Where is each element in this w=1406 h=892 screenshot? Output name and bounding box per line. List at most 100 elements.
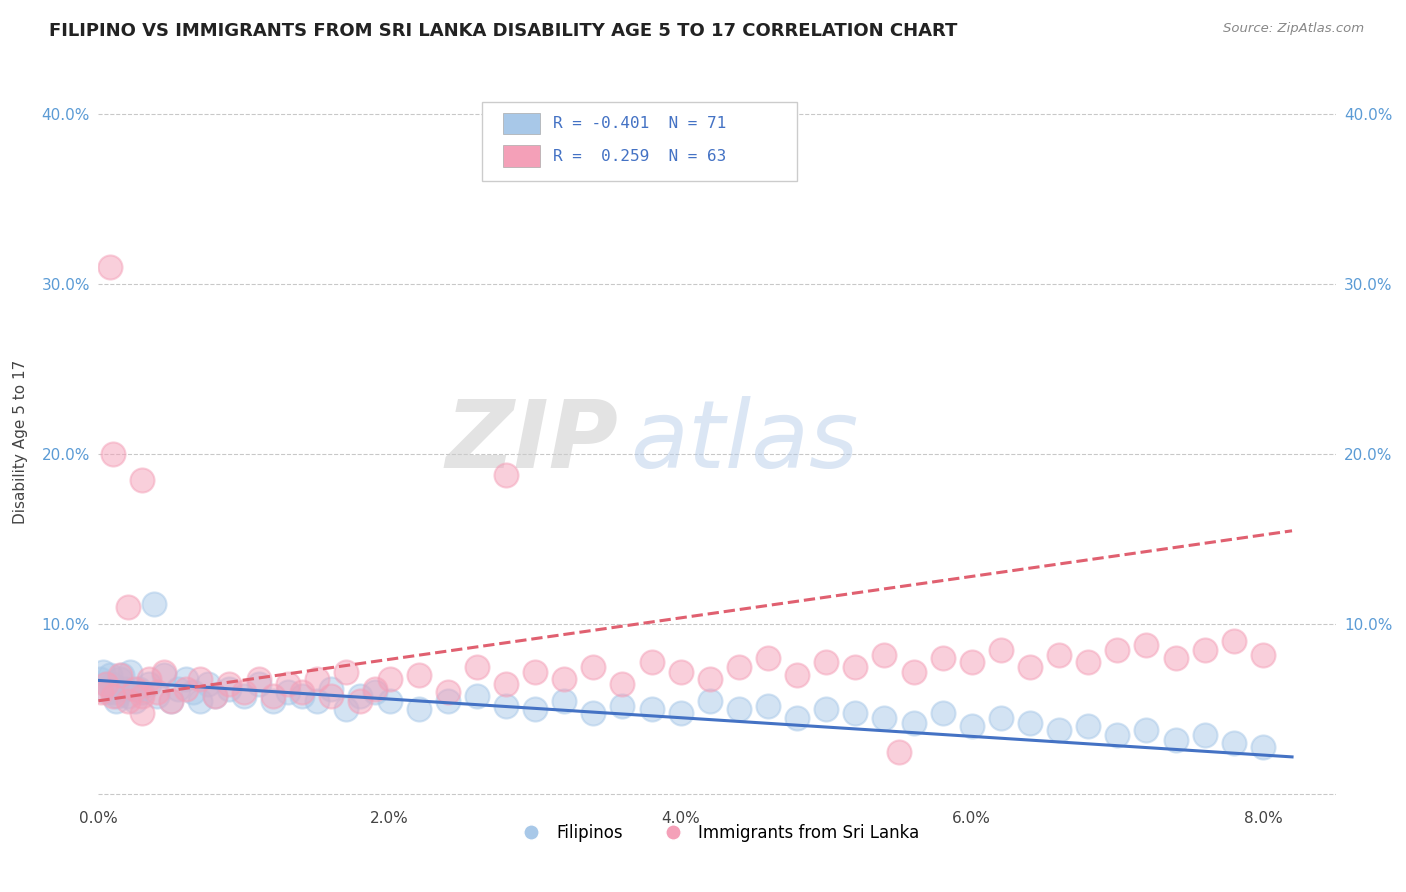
Point bbox=[104, 694, 127, 708]
Point bbox=[98, 260, 121, 275]
Point bbox=[640, 655, 662, 669]
Point bbox=[1251, 739, 1274, 754]
Point bbox=[160, 694, 183, 708]
Point bbox=[1107, 642, 1129, 657]
Point bbox=[582, 706, 605, 720]
Point bbox=[960, 719, 983, 733]
Point bbox=[815, 655, 838, 669]
Point bbox=[1019, 715, 1042, 730]
Point bbox=[465, 660, 488, 674]
Point bbox=[188, 694, 211, 708]
Point bbox=[335, 702, 357, 716]
Y-axis label: Disability Age 5 to 17: Disability Age 5 to 17 bbox=[13, 359, 28, 524]
Point bbox=[408, 702, 430, 716]
Point bbox=[145, 685, 167, 699]
Point bbox=[174, 672, 197, 686]
Point bbox=[101, 447, 124, 461]
Bar bbox=[503, 145, 540, 167]
Point bbox=[131, 706, 153, 720]
Point bbox=[887, 745, 910, 759]
Point bbox=[612, 698, 634, 713]
Point bbox=[1135, 638, 1157, 652]
FancyBboxPatch shape bbox=[482, 102, 797, 181]
Point bbox=[277, 685, 299, 699]
Point bbox=[291, 689, 314, 703]
Point bbox=[90, 685, 112, 699]
Point bbox=[117, 694, 139, 708]
Point bbox=[174, 681, 197, 696]
Point bbox=[436, 685, 458, 699]
Point bbox=[378, 672, 401, 686]
Point bbox=[364, 685, 387, 699]
Point bbox=[612, 677, 634, 691]
Point bbox=[101, 689, 124, 703]
Point bbox=[349, 689, 371, 703]
Point bbox=[142, 597, 165, 611]
Point bbox=[117, 689, 139, 703]
Point bbox=[786, 668, 808, 682]
Point bbox=[349, 694, 371, 708]
Point bbox=[903, 715, 925, 730]
Point bbox=[233, 689, 256, 703]
Point bbox=[181, 685, 204, 699]
Point bbox=[1047, 648, 1070, 662]
Point bbox=[903, 665, 925, 679]
Point bbox=[197, 677, 219, 691]
Point bbox=[91, 665, 114, 679]
Point bbox=[131, 473, 153, 487]
Point bbox=[465, 689, 488, 703]
Text: Source: ZipAtlas.com: Source: ZipAtlas.com bbox=[1223, 22, 1364, 36]
Text: FILIPINO VS IMMIGRANTS FROM SRI LANKA DISABILITY AGE 5 TO 17 CORRELATION CHART: FILIPINO VS IMMIGRANTS FROM SRI LANKA DI… bbox=[49, 22, 957, 40]
Point bbox=[1164, 732, 1187, 747]
Point bbox=[844, 706, 866, 720]
Point bbox=[138, 672, 160, 686]
Point bbox=[495, 677, 517, 691]
Point bbox=[873, 711, 896, 725]
Point bbox=[218, 677, 240, 691]
Point bbox=[120, 665, 142, 679]
Point bbox=[553, 672, 575, 686]
Point bbox=[188, 672, 211, 686]
Point bbox=[364, 681, 387, 696]
Point bbox=[105, 689, 128, 703]
Point bbox=[247, 672, 270, 686]
Text: R =  0.259  N = 63: R = 0.259 N = 63 bbox=[553, 149, 725, 163]
Point bbox=[94, 677, 117, 691]
Point bbox=[990, 642, 1012, 657]
Point bbox=[1019, 660, 1042, 674]
Point bbox=[218, 681, 240, 696]
Point bbox=[990, 711, 1012, 725]
Point bbox=[1223, 634, 1246, 648]
Point bbox=[94, 677, 117, 691]
Point bbox=[931, 651, 953, 665]
Point bbox=[728, 660, 751, 674]
Point bbox=[408, 668, 430, 682]
Point bbox=[101, 685, 124, 699]
Point bbox=[524, 702, 547, 716]
Point bbox=[305, 672, 328, 686]
Point bbox=[138, 677, 160, 691]
Point bbox=[100, 677, 122, 691]
Point bbox=[640, 702, 662, 716]
Point bbox=[262, 689, 284, 703]
Point bbox=[204, 689, 226, 703]
Point bbox=[1107, 728, 1129, 742]
Point bbox=[114, 681, 136, 696]
Point bbox=[145, 689, 167, 703]
Point bbox=[204, 689, 226, 703]
Point bbox=[111, 668, 134, 682]
Point bbox=[153, 665, 176, 679]
Point bbox=[1077, 719, 1099, 733]
Point bbox=[669, 665, 692, 679]
Point bbox=[699, 672, 721, 686]
Point bbox=[110, 668, 132, 682]
Point bbox=[233, 685, 256, 699]
Point bbox=[960, 655, 983, 669]
Point bbox=[378, 694, 401, 708]
Point bbox=[873, 648, 896, 662]
Point bbox=[321, 681, 343, 696]
Point bbox=[335, 665, 357, 679]
Point bbox=[699, 694, 721, 708]
Point bbox=[167, 681, 190, 696]
Point bbox=[786, 711, 808, 725]
